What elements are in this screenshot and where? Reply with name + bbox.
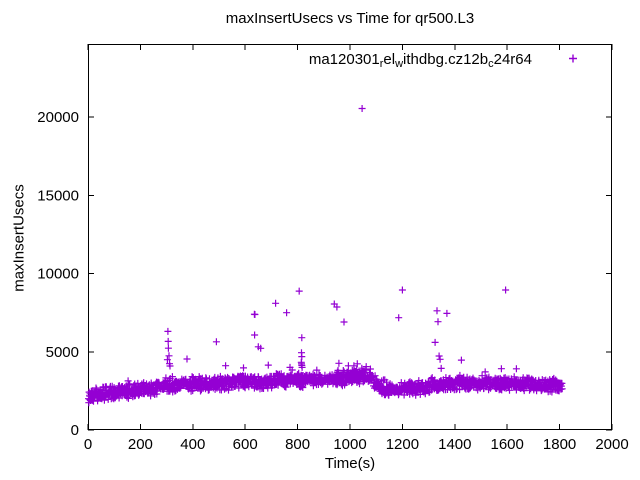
y-tick-label: 15000 [37,187,79,204]
x-tick-label: 600 [233,436,258,453]
y-tick-label: 0 [71,422,79,439]
x-tick-label: 0 [84,436,92,453]
x-tick-label: 400 [180,436,205,453]
x-tick-label: 2000 [595,436,628,453]
x-tick-label: 1600 [491,436,524,453]
x-tick-label: 200 [128,436,153,453]
y-tick-label: 5000 [46,344,79,361]
x-tick-label: 1800 [543,436,576,453]
y-axis-label: maxInsertUsecs [10,184,28,292]
legend-marker-plus-icon [569,54,577,63]
y-tick-label: 20000 [37,109,79,126]
legend-label: ma120301relwithdbg.cz12bc24r64 [309,51,532,70]
chart-title: maxInsertUsecs vs Time for qr500.L3 [225,10,475,27]
series-outlier-points [163,105,520,373]
x-tick-label: 1000 [333,436,366,453]
x-tick-label: 800 [285,436,310,453]
x-tick-label: 1200 [386,436,419,453]
x-axis-label: Time(s) [324,455,376,472]
axis-ticks [87,44,613,431]
x-tick-label: 1400 [438,436,471,453]
y-tick-label: 10000 [37,266,79,283]
series-band-points [85,359,566,407]
